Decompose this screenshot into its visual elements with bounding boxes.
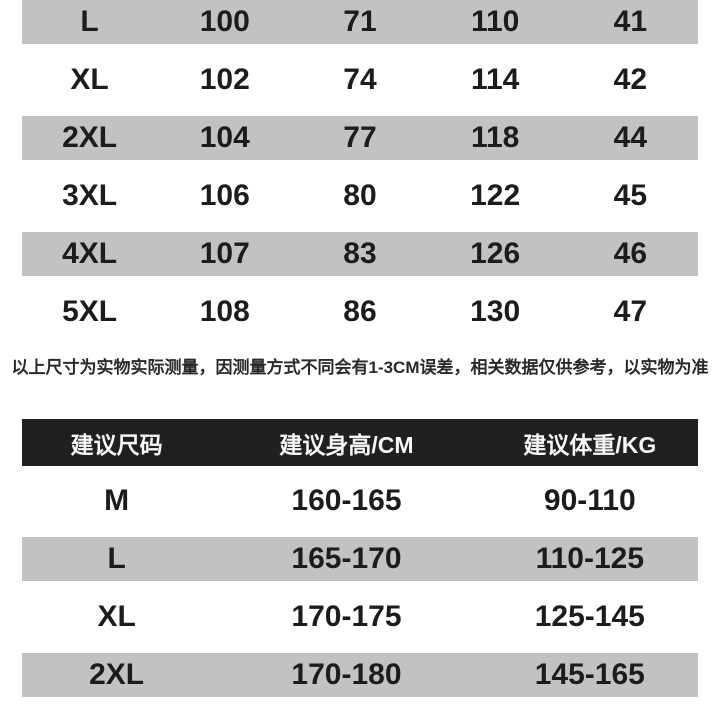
table-row: 4XL 107 83 126 46 (22, 225, 698, 283)
column-header-weight: 建议体重/KG (523, 431, 657, 458)
size-label-cell: L (80, 5, 99, 38)
measurement-cell: 47 (613, 295, 648, 328)
weight-range-cell: 110-125 (535, 542, 645, 575)
measurement-cell: 46 (613, 237, 648, 270)
table-row: XL 102 74 114 42 (22, 51, 698, 109)
table-row: L 100 71 110 41 (22, 0, 698, 51)
measurement-cell: 42 (613, 63, 648, 96)
measurement-cell: 107 (199, 237, 250, 270)
measurement-cell: 108 (199, 295, 250, 328)
size-label-cell: 3XL (62, 179, 118, 212)
measurement-cell: 74 (343, 63, 377, 96)
measurement-cell: 130 (470, 295, 521, 328)
size-label-cell: 4XL (62, 237, 118, 270)
measurement-cell: 71 (343, 5, 377, 38)
height-range-cell: 160-165 (291, 484, 402, 517)
measurement-cell: 80 (343, 179, 377, 212)
size-label-cell: XL (70, 63, 109, 96)
table-row: 2XL 104 77 118 44 (22, 109, 698, 167)
table-row: 2XL 170-180 145-165 (22, 646, 698, 704)
size-label-cell: L (107, 542, 126, 575)
measurement-cell: 122 (470, 179, 521, 212)
table-row: XL 170-175 125-145 (22, 588, 698, 646)
measurement-cell: 86 (343, 295, 377, 328)
column-header-size: 建议尺码 (70, 431, 163, 458)
measurement-cell: 100 (199, 5, 250, 38)
measurement-cell: 126 (470, 237, 521, 270)
measurement-cell: 114 (470, 63, 520, 96)
height-range-cell: 165-170 (291, 542, 402, 575)
measurement-cell: 104 (199, 121, 250, 154)
measurement-cell: 102 (199, 63, 250, 96)
size-label-cell: 2XL (62, 121, 118, 154)
table-row: 3XL 106 80 122 45 (22, 167, 698, 225)
measurement-cell: 83 (343, 237, 377, 270)
size-label-cell: M (104, 484, 130, 517)
weight-range-cell: 145-165 (534, 658, 645, 691)
measurement-cell: 45 (613, 179, 648, 212)
size-label-cell: XL (97, 600, 136, 633)
column-header-height: 建议身高/CM (279, 431, 414, 458)
weight-range-cell: 90-110 (543, 484, 636, 517)
measurement-table: L 100 71 110 41 XL 102 74 114 42 2XL 104… (22, 0, 698, 341)
suggestion-table: 建议尺码 建议身高/CM 建议体重/KG M 160-165 90-110 L … (22, 419, 698, 704)
measurement-disclaimer: 以上尺寸为实物实际测量，因测量方式不同会有1-3CM误差，相关数据仅供参考，以实… (11, 358, 709, 377)
size-label-cell: 2XL (89, 658, 145, 691)
measurement-cell: 44 (613, 121, 648, 154)
table-row: 5XL 108 86 130 47 (22, 283, 698, 341)
size-label-cell: 5XL (62, 295, 118, 328)
table-row: L 165-170 110-125 (22, 530, 698, 588)
measurement-cell: 77 (343, 121, 377, 154)
height-range-cell: 170-180 (291, 658, 402, 691)
height-range-cell: 170-175 (291, 600, 402, 633)
table-row: M 160-165 90-110 (22, 472, 698, 530)
measurement-cell: 106 (199, 179, 250, 212)
measurement-cell: 118 (470, 121, 520, 154)
weight-range-cell: 125-145 (534, 600, 645, 633)
suggestion-table-header: 建议尺码 建议身高/CM 建议体重/KG (22, 419, 698, 466)
measurement-cell: 41 (613, 5, 648, 38)
measurement-cell: 110 (470, 5, 520, 38)
